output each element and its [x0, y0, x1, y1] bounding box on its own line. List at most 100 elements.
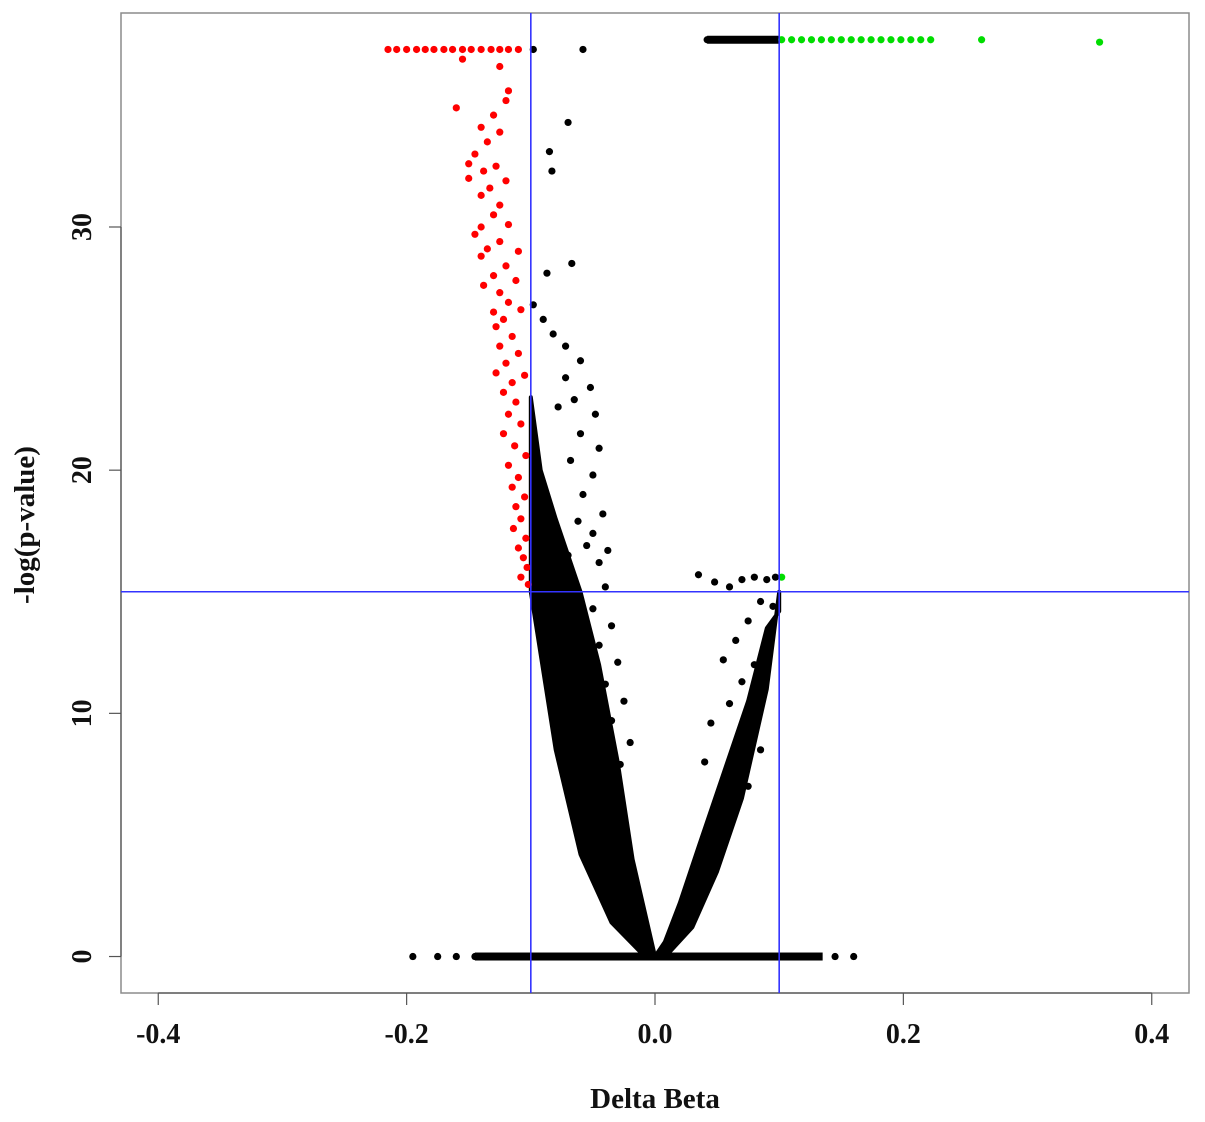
data-point [877, 36, 885, 44]
data-point [492, 162, 500, 170]
data-point [440, 45, 448, 54]
data-point [788, 952, 796, 961]
data-point [1095, 38, 1104, 46]
data-point [827, 36, 835, 44]
y-tick-label: 0 [67, 950, 98, 964]
data-point [514, 473, 522, 482]
data-point [499, 315, 508, 324]
data-point [522, 451, 530, 460]
data-point [750, 573, 758, 581]
data-point [564, 118, 572, 127]
data-point [765, 641, 773, 649]
data-point [831, 952, 839, 961]
data-point [591, 410, 599, 418]
x-tick-label: 0.4 [1134, 1019, 1169, 1050]
data-point [514, 247, 522, 255]
data-point [517, 515, 525, 523]
data-point [483, 138, 491, 146]
data-point [554, 403, 562, 411]
threshold-lines [121, 13, 1189, 993]
data-point [601, 680, 609, 688]
data-point [564, 952, 572, 961]
data-point [523, 563, 531, 572]
data-point [483, 245, 491, 253]
data-point [576, 357, 585, 365]
data-point [756, 746, 765, 754]
data-point [574, 517, 582, 525]
data-point [703, 36, 711, 44]
data-point [744, 782, 752, 790]
data-point [421, 45, 429, 54]
data-point [496, 289, 504, 297]
data-point [620, 697, 628, 705]
data-point [508, 332, 516, 341]
left-point-cloud [528, 395, 657, 959]
data-point [738, 576, 746, 584]
data-point [480, 281, 488, 289]
data-point [738, 952, 746, 961]
data-point [434, 952, 442, 961]
data-point [486, 184, 494, 192]
data-point [499, 388, 508, 396]
data-point [480, 167, 488, 175]
x-tick-label: 0.0 [638, 1019, 673, 1050]
data-point [638, 952, 647, 961]
data-point [496, 62, 504, 71]
data-point [607, 622, 616, 630]
data-point [504, 87, 513, 95]
data-point [489, 272, 498, 280]
data-point [732, 636, 740, 644]
y-axis-title: -log(p-value) [9, 446, 41, 604]
data-point [504, 461, 513, 469]
data-point [750, 661, 758, 669]
data-point [561, 342, 570, 350]
data-point [735, 736, 744, 744]
data-point [807, 36, 816, 44]
data-point [430, 45, 438, 54]
data-point [763, 952, 771, 961]
data-point [601, 583, 609, 591]
data-point [719, 656, 727, 664]
data-point [458, 45, 467, 54]
data-point [458, 55, 467, 63]
data-point [512, 398, 520, 406]
data-point [393, 45, 401, 54]
x-axis: -0.4 -0.2 0.0 0.2 0.4 [136, 992, 1169, 1050]
data-point [927, 36, 935, 44]
data-point [514, 45, 522, 54]
data-point [502, 177, 510, 185]
data-point [545, 148, 554, 156]
data-point [586, 383, 595, 392]
data-point [502, 262, 510, 270]
data-point [748, 714, 756, 722]
data-point [512, 503, 520, 511]
data-point [467, 45, 475, 54]
data-point [452, 104, 460, 112]
data-point [579, 45, 587, 54]
data-point [477, 252, 485, 260]
data-point [917, 36, 925, 44]
right-point-cloud [653, 589, 782, 959]
data-point [576, 430, 585, 438]
data-point [561, 374, 570, 382]
data-point [504, 220, 513, 229]
data-point [549, 330, 557, 338]
data-point [496, 237, 504, 246]
data-point [595, 558, 603, 567]
y-tick-label: 10 [67, 699, 98, 727]
zero-pvalue-band [474, 952, 823, 961]
data-point [496, 201, 504, 209]
data-point [607, 717, 616, 725]
data-point [663, 952, 672, 961]
data-point [496, 128, 504, 136]
data-point [502, 96, 510, 105]
data-point [589, 952, 597, 961]
data-point [850, 952, 858, 961]
data-point [583, 541, 591, 550]
data-point [519, 554, 527, 562]
data-point [489, 211, 498, 219]
data-point [595, 444, 603, 452]
data-point [564, 551, 572, 559]
